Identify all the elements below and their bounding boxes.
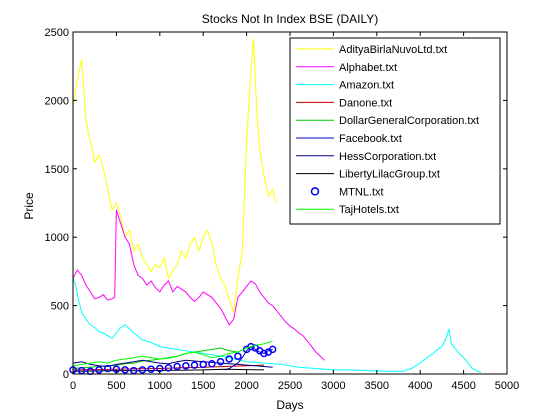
legend-label: LibertyLilacGroup.txt: [339, 169, 440, 181]
series-line: [72, 278, 482, 374]
y-tick-label: 2000: [45, 95, 69, 107]
x-tick-label: 1500: [191, 380, 215, 392]
series-layer: [69, 38, 482, 376]
data-point: [190, 361, 199, 369]
data-point: [173, 362, 181, 371]
data-point: [260, 349, 268, 358]
data-point: [199, 360, 207, 369]
data-point: [103, 364, 112, 373]
legend-label: DollarGeneralCorporation.txt: [339, 115, 479, 127]
legend-label: MTNL.txt: [339, 186, 384, 198]
x-axis: 0 500 1000 1500 2000 2500 3000 3500 4000 4500 5000: [70, 32, 519, 392]
data-point: [225, 355, 233, 363]
legend-label: TajHotels.txt: [339, 204, 399, 216]
data-point: [247, 342, 255, 351]
data-point: [268, 345, 277, 354]
x-tick-label: 0: [70, 380, 76, 392]
data-point: [121, 366, 129, 374]
data-point: [208, 359, 216, 368]
series-1: [72, 209, 326, 361]
series-9: [72, 340, 273, 367]
x-tick-label: 500: [107, 380, 125, 392]
x-tick-label: 4500: [451, 380, 475, 392]
y-tick-label: 500: [51, 301, 69, 313]
x-tick-label: 2500: [278, 380, 302, 392]
series-line: [72, 38, 277, 313]
x-tick-label: 5000: [495, 380, 519, 392]
legend-box: [289, 37, 501, 225]
x-tick-label: 1000: [148, 380, 172, 392]
y-tick-label: 2500: [45, 27, 69, 39]
data-point: [138, 366, 147, 374]
series-line: [72, 209, 326, 361]
legend-label: Amazon.txt: [339, 80, 394, 92]
x-axis-title: Days: [276, 398, 303, 412]
x-tick-label: 4000: [408, 380, 432, 392]
data-point: [147, 365, 155, 373]
y-tick-label: 1000: [45, 232, 69, 244]
data-point: [216, 357, 225, 366]
y-axis: 0 500 1000 1500 2000 2500: [45, 27, 507, 381]
legend-label: Danone.txt: [339, 97, 392, 109]
y-tick-label: 1500: [45, 164, 69, 176]
legend-marker: [310, 187, 320, 196]
legend-label: AdityaBirlaNuvoLtd.txt: [339, 44, 447, 56]
chart-title: Stocks Not In Index BSE (DAILY): [202, 12, 379, 26]
legend: AdityaBirlaNuvoLtd.txt Alphabet.txt Amazon…: [289, 37, 501, 225]
data-point: [95, 366, 103, 374]
legend-label: Alphabet.txt: [339, 62, 397, 74]
y-tick-label: 0: [63, 369, 69, 381]
x-tick-label: 2000: [234, 380, 258, 392]
legend-label: Facebook.txt: [339, 133, 402, 145]
legend-label: HessCorporation.txt: [339, 151, 436, 163]
x-tick-label: 3500: [365, 380, 389, 392]
series-2: [72, 278, 482, 374]
series-0: [72, 38, 277, 313]
data-point: [182, 362, 190, 370]
x-tick-label: 3000: [321, 380, 345, 392]
series-line: [72, 340, 273, 367]
y-axis-title: Price: [22, 192, 36, 220]
data-point: [164, 364, 173, 372]
data-point: [234, 352, 242, 360]
